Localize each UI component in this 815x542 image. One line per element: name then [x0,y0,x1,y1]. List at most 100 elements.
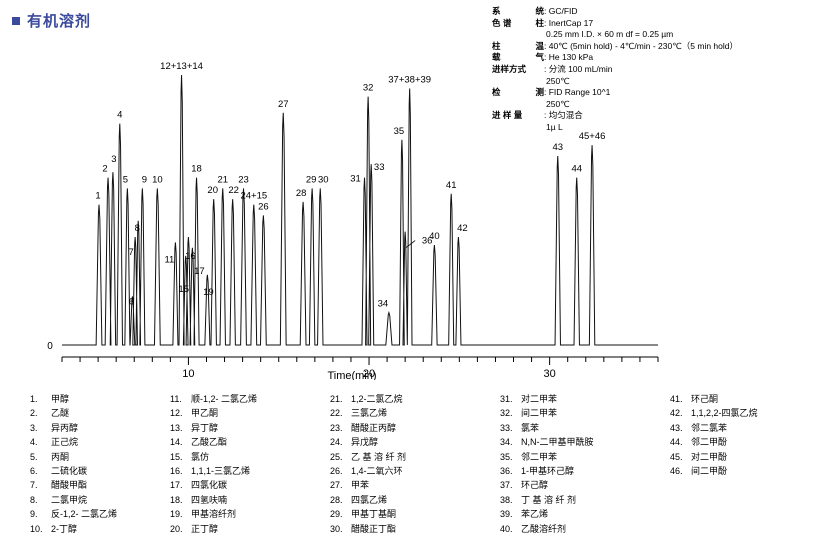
compound-item: 29. 甲基丁基酮 [330,507,495,521]
compound-name: 二氯甲烷 [51,494,88,505]
compound-name: 邻二甲苯 [521,451,558,462]
peak-label: 29 [306,174,317,185]
compound-item: 9. 反-1,2- 二氯乙烯 [30,507,170,521]
conditions-block: 系统: GC/FID 色 谱柱: InertCap 17 0.25 mm I.D. … [492,6,738,134]
compound-column-1: 1. 甲醇 2. 乙醚 3. 异丙醇 4. 正己烷 5. 丙酮 6. 二硫化碳 7. 醋酸甲酯 8. 二氯甲烷… [30,392,170,542]
compound-item: 28. 四氯乙烯 [330,493,495,507]
page-title-label: 有机溶剂 [27,13,92,30]
compound-number: 39. [500,509,513,520]
peak-label: 3 [111,154,116,165]
peak-label: 23 [238,174,249,185]
condition-value-cont: 1µ L [546,121,563,132]
compound-item: 35. 邻二甲苯 [500,450,670,464]
compound-name: 1,2-二氯乙烷 [351,394,403,404]
compound-name: 异丙醇 [51,422,79,433]
compound-name: 甲乙酮 [191,408,219,419]
compound-item: 44. 邻二甲酚 [670,435,815,449]
compound-name: 对二甲苯 [521,394,558,404]
compound-name: 反-1,2- 二氯乙烯 [51,509,118,520]
peak-label: 45+46 [579,131,606,142]
compound-item: 17. 四氯化碳 [170,478,330,492]
condition-key-right: 温 [535,40,544,51]
compound-item: 41. 环己酮 [670,392,815,406]
compound-number: 33. [500,422,513,433]
compound-number: 30. [330,523,343,534]
compound-item: 6. 二硫化碳 [30,464,170,478]
x-axis-tick-label: 30 [544,368,556,380]
compound-name: 1-甲基环己醇 [521,466,575,477]
peak-label: 1 [95,191,100,202]
peak-label: 33 [374,162,385,173]
compound-item: 23. 醋酸正丙醇 [330,421,495,435]
peak-label: 21 [217,174,228,185]
condition-value-cont: 250℃ [546,75,570,86]
condition-row: 系统: GC/FID [492,6,738,18]
page-title: 有机溶剂 [12,10,91,31]
peak-label: 36 [422,236,433,247]
compound-number: 14. [170,437,183,448]
peak-label: 44 [571,164,582,175]
condition-key-left: 进 样 量 [492,110,523,121]
compound-number: 27. [330,480,343,491]
condition-key: 色 谱柱 [492,18,544,30]
compound-number: 28. [330,494,343,505]
compound-name: 丁 基 溶 纤 剂 [521,494,577,505]
compound-name: 氯苯 [521,422,540,433]
compound-number: 9. [30,509,38,520]
compound-number: 42. [670,408,683,419]
x-axis-title: Time(min) [327,370,376,380]
compound-number: 32. [500,408,513,419]
compound-number: 7. [30,480,38,491]
condition-value: : 40℃ (5min hold) - 4℃/min - 230℃（5 min … [544,40,738,51]
compound-number: 31. [500,394,513,404]
compound-number: 2. [30,408,38,419]
compound-number: 23. [330,422,343,433]
compound-item: 38. 丁 基 溶 纤 剂 [500,493,670,507]
compound-number: 25. [330,451,343,462]
condition-key-right: 统 [535,6,544,16]
condition-key-right: 气 [535,52,544,63]
compound-number: 19. [170,509,183,520]
peak-label: 43 [552,142,563,153]
peak-label: 18 [191,164,202,175]
compound-number: 5. [30,451,38,462]
peak-label: 19 [203,287,214,298]
condition-value: : 分流 100 mL/min [544,63,613,74]
compound-column-4: 31. 对二甲苯 32. 间二甲苯 33. 氯苯 34. N,N-二甲基甲酰胺 35. 邻二甲苯 3… [500,392,670,542]
compound-number: 43. [670,422,683,433]
compound-number: 13. [170,422,183,433]
compound-column-2: 11. 顺-1,2- 二氯乙烯 12. 甲乙酮 13. 异丁醇 14. 乙酸乙酯 15. 氯仿 16… [170,392,330,542]
peak-label: 27 [278,99,289,110]
peak-label: 28 [296,188,307,199]
compound-number: 4. [30,437,38,448]
compound-name: 环己醇 [521,480,549,491]
condition-key-left: 色 谱 [492,17,512,28]
compound-column-5: 41. 环己酮 42. 1,1,2,2-四氯乙烷 43. 邻二氯苯 44. 邻二甲酚 45. 对二… [670,392,815,542]
compound-column-3: 21. 1,2-二氯乙烷 22. 三氯乙烯 23. 醋酸正丙醇 24. 异戊醇 25. 乙 基 溶… [330,392,495,542]
compound-item: 39. 苯乙烯 [500,507,670,521]
condition-value: : InertCap 17 [544,17,594,28]
peak-label: 10 [152,174,163,185]
compound-item: 10. 2-丁醇 [30,522,170,536]
compound-number: 34. [500,437,513,448]
compound-name: 邻二氯苯 [691,422,728,433]
compound-list: 1. 甲醇 2. 乙醚 3. 异丙醇 4. 正己烷 5. 丙酮 6. 二硫化碳 7. 醋酸甲酯 8. 二氯甲烷… [0,392,815,542]
compound-name: 乙酸乙酯 [191,437,228,448]
bullet-square-icon [12,16,20,25]
peak-label: 2 [102,164,107,175]
compound-number: 44. [670,437,683,448]
condition-row: 色 谱 柱: InertCap 17 [492,18,738,30]
condition-value-cont: 0.25 mm I.D. × 60 m df = 0.25 µm [546,29,674,40]
compound-item: 2. 乙醚 [30,406,170,420]
peak-label: 7 [128,247,133,258]
compound-number: 15. [170,451,183,462]
peak-label: 12+13+14 [160,61,203,72]
compound-item: 8. 二氯甲烷 [30,493,170,507]
compound-item: 27. 甲苯 [330,478,495,492]
peak-label-leader [405,240,416,248]
condition-value: : GC/FID [544,6,578,16]
compound-number: 11. [170,394,182,404]
compound-number: 12. [170,408,183,419]
compound-name: 醋酸甲酯 [51,480,88,491]
peak-label: 42 [457,223,468,234]
